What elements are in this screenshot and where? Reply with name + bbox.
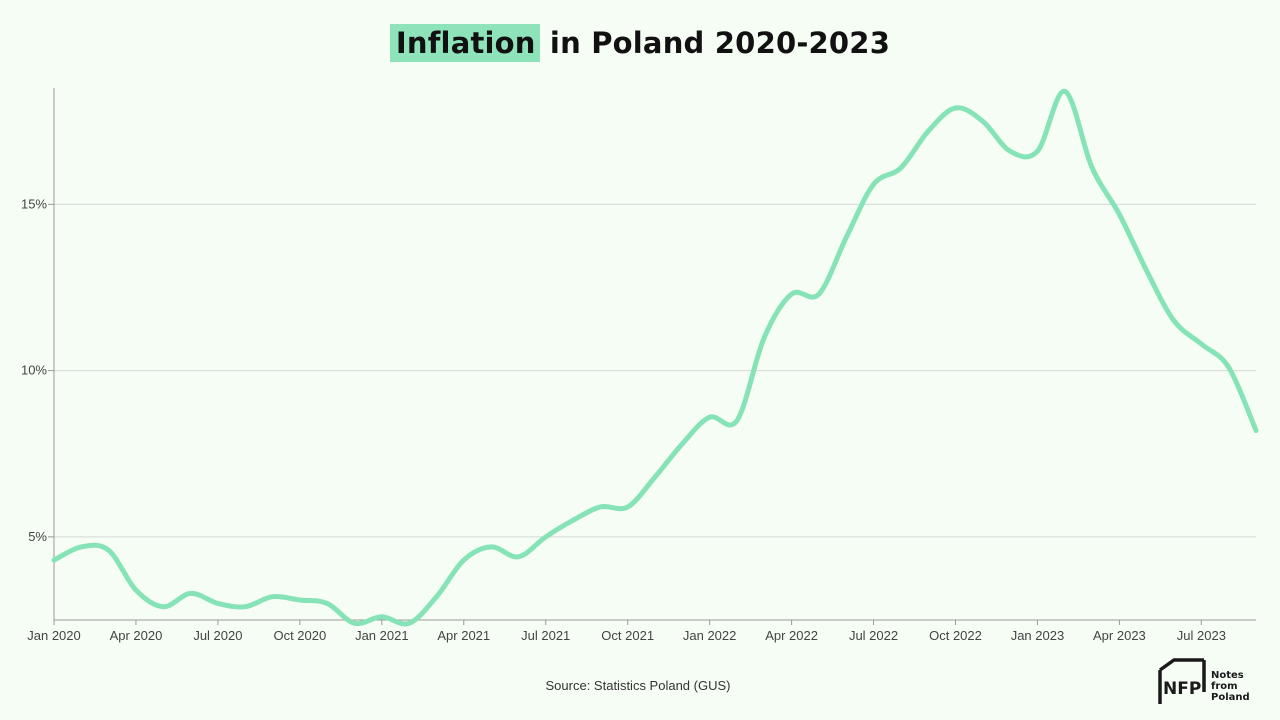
data-point	[1063, 89, 1067, 93]
data-point	[52, 558, 56, 562]
x-tick-label: Jul 2023	[1177, 628, 1226, 643]
source-note: Source: Statistics Poland (GUS)	[545, 678, 731, 693]
data-point	[571, 518, 575, 522]
x-tick-label: Apr 2020	[110, 628, 163, 643]
data-point	[189, 591, 193, 595]
nfp-logo-mark: NFP	[1158, 658, 1206, 704]
data-point	[680, 442, 684, 446]
data-point	[1090, 166, 1094, 170]
nfp-logo: NFP Notes from Poland	[1156, 656, 1266, 706]
data-point	[926, 129, 930, 133]
logo-text: Notes from Poland	[1211, 670, 1266, 703]
y-tick-label: 15%	[21, 196, 47, 211]
x-tick-label: Jul 2020	[193, 628, 242, 643]
data-point	[107, 548, 111, 552]
y-tick-label: 5%	[28, 529, 47, 544]
data-point	[271, 595, 275, 599]
data-point	[435, 595, 439, 599]
data-point	[653, 475, 657, 479]
data-point	[298, 598, 302, 602]
data-point	[872, 182, 876, 186]
x-tick-label: Apr 2022	[765, 628, 818, 643]
x-tick-label: Jul 2022	[849, 628, 898, 643]
data-point	[462, 558, 466, 562]
data-point	[161, 605, 165, 609]
data-point	[1172, 319, 1176, 323]
logo-line-2: Poland	[1211, 692, 1250, 703]
data-point	[598, 505, 602, 509]
data-point	[489, 545, 493, 549]
data-point	[1227, 365, 1231, 369]
data-point	[1117, 212, 1121, 216]
data-point	[899, 166, 903, 170]
data-point	[1254, 429, 1258, 433]
x-tick-label: Oct 2021	[601, 628, 654, 643]
data-point	[544, 535, 548, 539]
data-point	[243, 605, 247, 609]
x-tick-label: Jan 2023	[1011, 628, 1065, 643]
y-tick-label: 10%	[21, 363, 47, 378]
x-tick-label: Jan 2021	[355, 628, 409, 643]
x-tick-label: Jan 2020	[27, 628, 81, 643]
data-point	[790, 292, 794, 296]
data-point	[981, 119, 985, 123]
data-point	[1008, 149, 1012, 153]
data-point	[380, 615, 384, 619]
x-tick-label: Apr 2023	[1093, 628, 1146, 643]
chart-title: Inflation in Poland 2020-2023	[0, 24, 1280, 62]
data-point	[79, 545, 83, 549]
x-tick-label: Jul 2021	[521, 628, 570, 643]
data-point	[626, 505, 630, 509]
data-point	[516, 555, 520, 559]
data-point	[325, 601, 329, 605]
data-point	[1145, 269, 1149, 273]
data-point	[817, 292, 821, 296]
x-tick-label: Apr 2021	[437, 628, 490, 643]
data-point	[216, 601, 220, 605]
data-point	[353, 621, 357, 625]
data-point	[1036, 149, 1040, 153]
logo-mark-text: NFP	[1163, 679, 1201, 699]
data-point	[1199, 342, 1203, 346]
data-point	[708, 415, 712, 419]
data-point	[407, 621, 411, 625]
data-point	[954, 106, 958, 110]
data-point	[762, 335, 766, 339]
data-point	[844, 236, 848, 240]
x-tick-label: Oct 2022	[929, 628, 982, 643]
data-point	[735, 419, 739, 423]
x-tick-label: Jan 2022	[683, 628, 737, 643]
title-highlight: Inflation	[389, 24, 540, 62]
x-tick-label: Oct 2020	[273, 628, 326, 643]
inflation-series-line	[51, 88, 1259, 627]
data-point	[134, 588, 138, 592]
logo-line-1: Notes from	[1211, 670, 1244, 692]
title-rest: in Poland 2020-2023	[539, 26, 891, 60]
